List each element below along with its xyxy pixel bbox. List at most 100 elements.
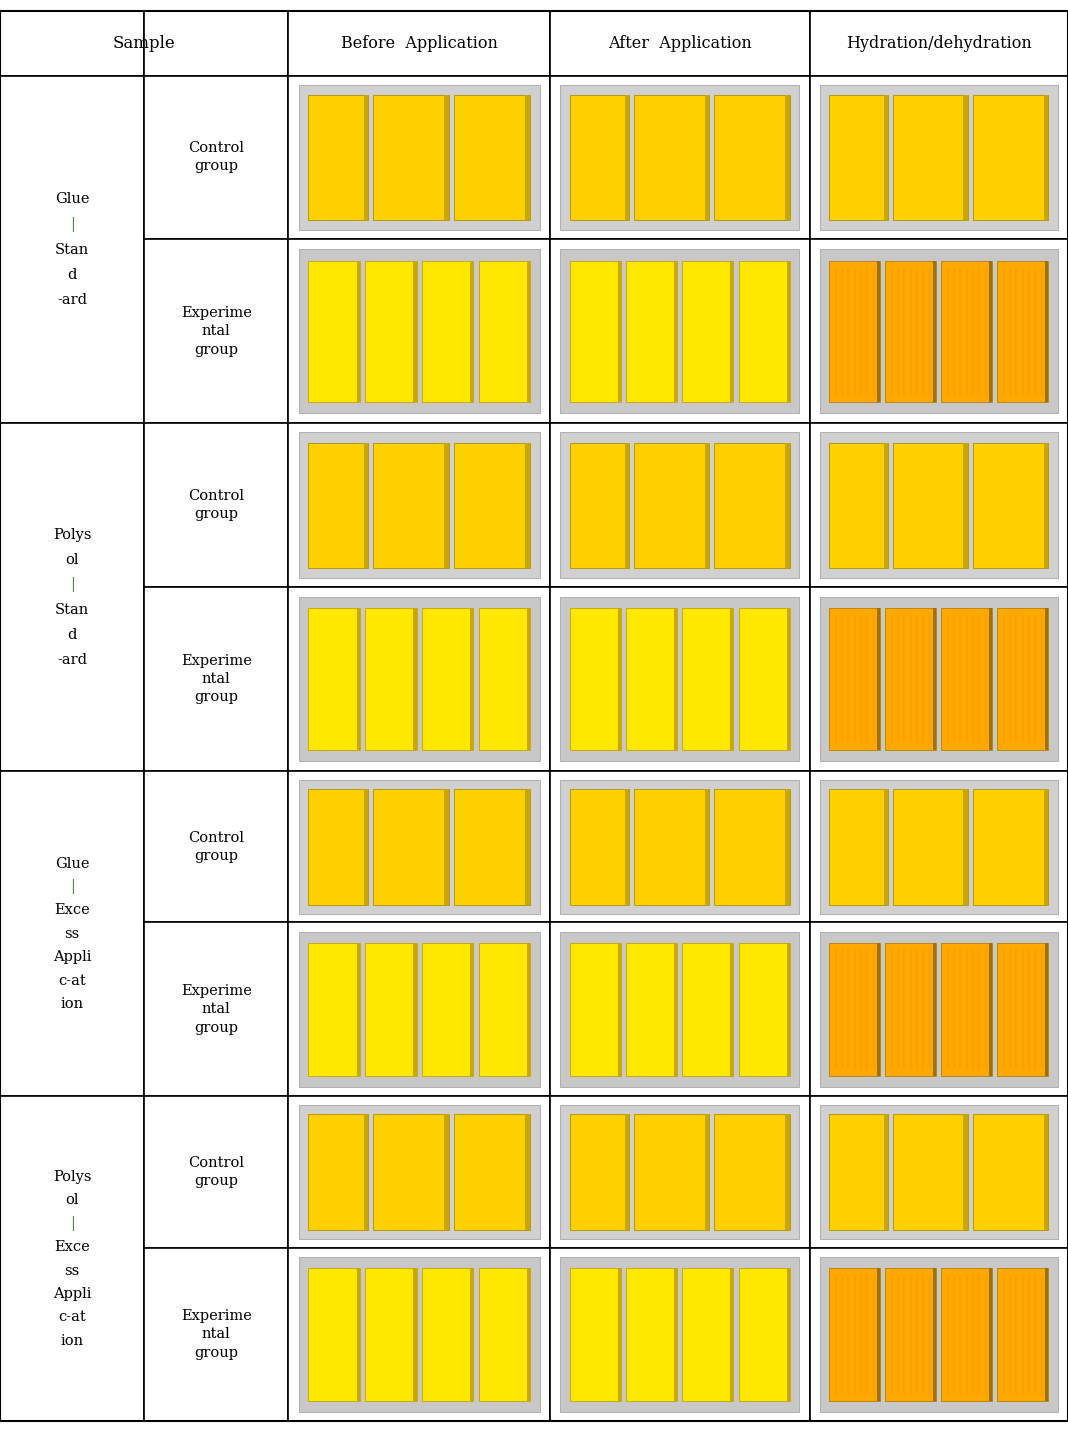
Bar — [413, 1267, 417, 1400]
Bar — [0, 10, 144, 76]
Bar — [618, 1267, 621, 1400]
Bar — [561, 249, 799, 414]
Bar — [364, 95, 367, 219]
Bar — [933, 261, 937, 402]
Text: -ard: -ard — [57, 292, 88, 306]
Bar — [941, 261, 992, 402]
Bar — [933, 942, 937, 1075]
Bar — [561, 597, 799, 760]
Bar — [998, 1267, 1048, 1400]
Bar — [885, 261, 937, 402]
Bar — [820, 932, 1057, 1087]
Bar — [0, 10, 1068, 76]
Text: Before  Application: Before Application — [341, 34, 498, 52]
Bar — [739, 261, 789, 402]
Bar — [633, 442, 709, 567]
Bar — [705, 1114, 709, 1230]
Bar — [144, 10, 288, 76]
Bar — [454, 1114, 530, 1230]
Bar — [989, 942, 992, 1075]
Bar — [786, 609, 789, 749]
Bar — [561, 1104, 799, 1239]
Bar — [144, 239, 288, 424]
Bar — [0, 772, 144, 1097]
Bar — [288, 587, 550, 772]
Bar — [963, 1114, 968, 1230]
Bar — [525, 95, 530, 219]
Bar — [810, 76, 1068, 239]
Bar — [1046, 942, 1048, 1075]
Bar — [299, 932, 539, 1087]
Text: Polys: Polys — [52, 528, 92, 541]
Bar — [739, 942, 789, 1075]
Text: Appli: Appli — [52, 1287, 92, 1300]
Bar — [309, 95, 367, 219]
Bar — [470, 942, 473, 1075]
Bar — [674, 942, 677, 1075]
Bar — [731, 609, 734, 749]
Bar — [810, 1247, 1068, 1422]
Bar — [470, 609, 473, 749]
Bar — [365, 1267, 417, 1400]
Bar — [682, 609, 734, 749]
Bar — [682, 261, 734, 402]
Bar — [674, 609, 677, 749]
Bar — [973, 442, 1048, 567]
Text: Stan: Stan — [54, 242, 90, 256]
Bar — [364, 1114, 367, 1230]
Text: Experime
ntal
group: Experime ntal group — [180, 1309, 252, 1360]
Bar — [299, 1104, 539, 1239]
Bar — [933, 1267, 937, 1400]
Bar — [682, 942, 734, 1075]
Bar — [682, 1267, 734, 1400]
Bar — [454, 95, 530, 219]
Bar — [357, 261, 360, 402]
Bar — [357, 942, 360, 1075]
Bar — [705, 442, 709, 567]
Bar — [422, 942, 473, 1075]
Bar — [470, 261, 473, 402]
Bar — [1046, 261, 1048, 402]
Bar — [478, 942, 530, 1075]
Bar — [633, 789, 709, 905]
Bar — [830, 442, 888, 567]
Bar — [299, 84, 539, 231]
Bar — [413, 609, 417, 749]
Bar — [357, 609, 360, 749]
Bar — [830, 95, 888, 219]
Bar — [626, 1267, 677, 1400]
Bar — [731, 942, 734, 1075]
Text: ss: ss — [64, 1263, 80, 1277]
Bar — [570, 1267, 621, 1400]
Bar — [714, 1114, 789, 1230]
Text: Control
group: Control group — [188, 142, 245, 173]
Bar — [373, 789, 449, 905]
Text: Stan: Stan — [54, 603, 90, 617]
Bar — [550, 76, 810, 239]
Bar — [705, 95, 709, 219]
Bar — [786, 942, 789, 1075]
Bar — [550, 1097, 810, 1247]
Bar — [877, 609, 880, 749]
Bar — [454, 789, 530, 905]
Bar — [885, 609, 937, 749]
Bar — [830, 789, 888, 905]
Bar — [144, 922, 288, 1097]
Bar — [626, 609, 677, 749]
Bar — [877, 942, 880, 1075]
Bar — [893, 95, 968, 219]
Bar — [561, 779, 799, 914]
Bar — [478, 1267, 530, 1400]
Bar — [527, 942, 530, 1075]
Bar — [288, 1247, 550, 1422]
Bar — [299, 432, 539, 577]
Bar — [989, 609, 992, 749]
Bar — [561, 1257, 799, 1412]
Bar — [288, 239, 550, 424]
Text: ss: ss — [64, 927, 80, 941]
Bar — [820, 1257, 1057, 1412]
Bar — [973, 789, 1048, 905]
Bar — [625, 789, 628, 905]
Text: Exce: Exce — [54, 904, 90, 918]
Bar — [674, 1267, 677, 1400]
